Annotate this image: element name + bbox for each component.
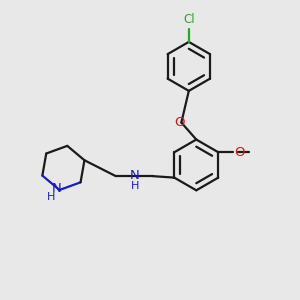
Text: N: N [129, 169, 139, 182]
Text: O: O [234, 146, 244, 159]
Text: N: N [52, 182, 62, 195]
Text: H: H [131, 181, 139, 191]
Text: H: H [47, 192, 55, 202]
Text: O: O [174, 116, 184, 129]
Text: Cl: Cl [183, 14, 195, 26]
